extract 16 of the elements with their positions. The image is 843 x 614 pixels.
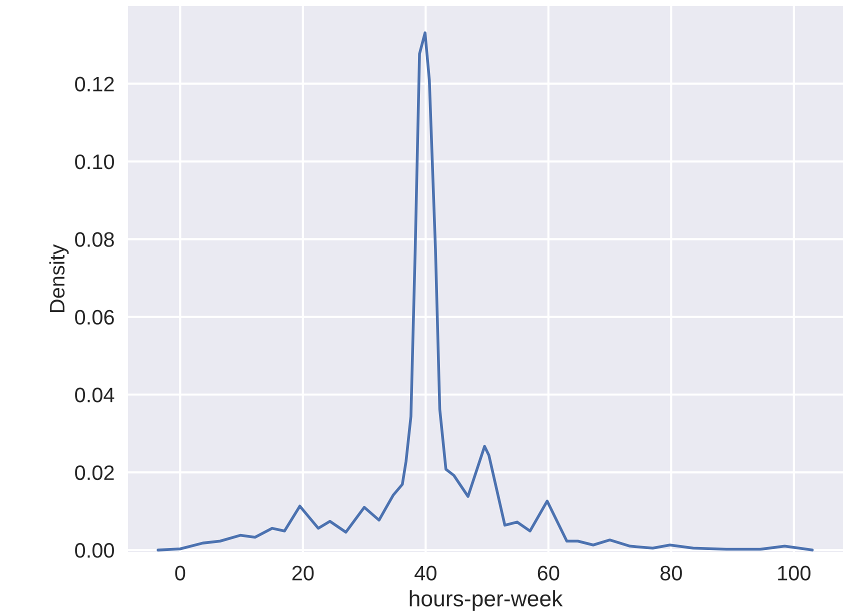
line-series xyxy=(156,31,814,552)
x-axis-title: hours-per-week xyxy=(410,590,563,611)
x-tick-label: 40 xyxy=(414,566,436,580)
y-tick-label: 0.04 xyxy=(75,388,114,402)
y-tick-label: 0.02 xyxy=(75,465,114,480)
x-tick-label: 80 xyxy=(660,566,682,580)
y-axis-title: Density xyxy=(49,244,69,312)
y-tick-label: 0.00 xyxy=(75,543,114,558)
y-tick-label: 0.10 xyxy=(75,154,114,170)
x-tick-label: 0 xyxy=(175,566,186,580)
x-tick-label: 100 xyxy=(778,566,810,580)
y-tick-label: 0.12 xyxy=(75,76,114,92)
x-tick-label: 60 xyxy=(538,566,560,580)
y-tick-label: 0.06 xyxy=(75,310,114,325)
x-tick-label: 20 xyxy=(292,566,314,580)
y-tick-label: 0.08 xyxy=(75,232,114,247)
